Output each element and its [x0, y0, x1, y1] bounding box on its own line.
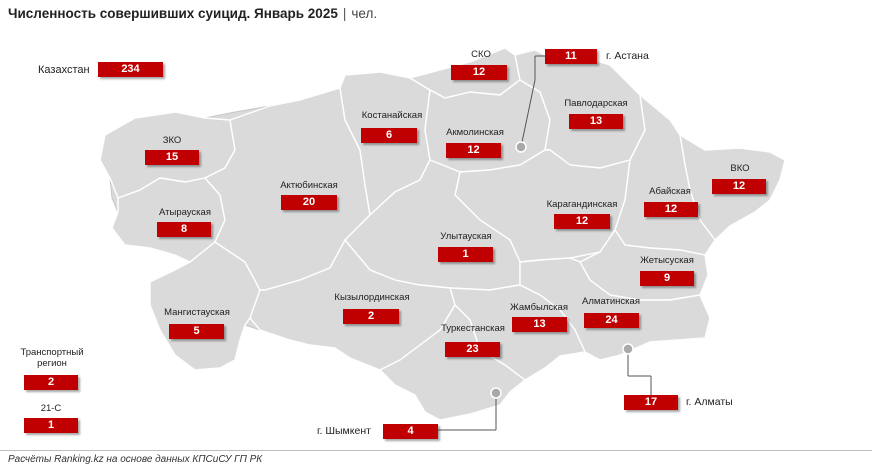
label-mangystau: Мангистауская	[164, 307, 230, 318]
value-karaganda: 12	[554, 214, 610, 229]
value-almaty-obl: 24	[584, 313, 639, 328]
label-kostanay: Костанайская	[361, 110, 423, 121]
value-akmola: 12	[446, 143, 501, 158]
value-kostanay: 6	[361, 128, 417, 143]
label-abay: Абайская	[649, 186, 691, 197]
label-zhambyl: Жамбылская	[510, 302, 568, 313]
shymkent-marker	[438, 387, 502, 431]
value-turkestan: 23	[445, 342, 500, 357]
value-abay: 12	[644, 202, 698, 217]
title-text: Численность совершивших суицид. Январь 2…	[8, 6, 338, 21]
almaty-marker	[622, 343, 652, 395]
source-note: Расчёты Ranking.kz на основе данных КПСи…	[8, 454, 263, 465]
value-shymkent: 4	[383, 424, 438, 439]
label-zhetysu: Жетысуская	[640, 255, 694, 266]
value-21s: 1	[24, 418, 78, 433]
value-mangystau: 5	[169, 324, 224, 339]
value-atyrau: 8	[157, 222, 211, 237]
label-turkestan: Туркестанская	[441, 323, 505, 334]
astana-marker	[515, 55, 545, 153]
value-aktobe: 20	[281, 195, 337, 210]
value-ulytau: 1	[438, 247, 493, 262]
label-karaganda: Карагандинская	[546, 199, 618, 210]
value-vko: 12	[712, 179, 766, 194]
label-sko: СКО	[471, 49, 491, 60]
label-almaty-city: г. Алматы	[686, 396, 733, 408]
label-akmola: Акмолинская	[446, 127, 504, 138]
label-astana: г. Астана	[606, 50, 649, 62]
label-ulytau: Улытауская	[440, 231, 492, 242]
label-21s: 21-С	[40, 403, 62, 414]
value-zhetysu: 9	[640, 271, 694, 286]
label-atyrau: Атырауская	[159, 207, 211, 218]
title-separator: |	[342, 6, 347, 21]
label-vko: ВКО	[730, 163, 750, 174]
title-unit: чел.	[351, 6, 378, 21]
total-value: 234	[98, 62, 163, 77]
value-pavlodar: 13	[569, 114, 623, 129]
label-aktobe: Актюбинская	[280, 180, 338, 191]
value-zhambyl: 13	[512, 317, 567, 332]
value-astana: 11	[545, 49, 597, 64]
label-shymkent: г. Шымкент	[317, 425, 371, 437]
label-kyzylorda: Кызылординская	[334, 292, 410, 303]
label-almaty-obl: Алматинская	[582, 296, 640, 307]
chart-title: Численность совершивших суицид. Январь 2…	[8, 6, 377, 21]
region-turkestan	[378, 303, 527, 421]
footer-divider	[0, 450, 872, 451]
label-transport: Транспортный регион	[20, 347, 84, 369]
value-almaty-city: 17	[624, 395, 678, 410]
value-zko: 15	[145, 150, 199, 165]
value-sko: 12	[451, 65, 507, 80]
value-kyzylorda: 2	[343, 309, 399, 324]
total-label: Казахстан	[38, 64, 90, 76]
value-transport: 2	[24, 375, 78, 390]
label-pavlodar: Павлодарская	[564, 98, 628, 109]
label-zko: ЗКО	[162, 135, 182, 146]
